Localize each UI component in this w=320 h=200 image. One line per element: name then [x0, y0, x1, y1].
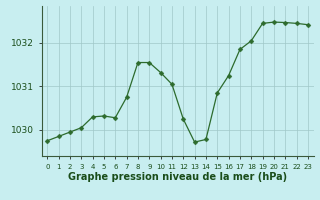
X-axis label: Graphe pression niveau de la mer (hPa): Graphe pression niveau de la mer (hPa) [68, 172, 287, 182]
